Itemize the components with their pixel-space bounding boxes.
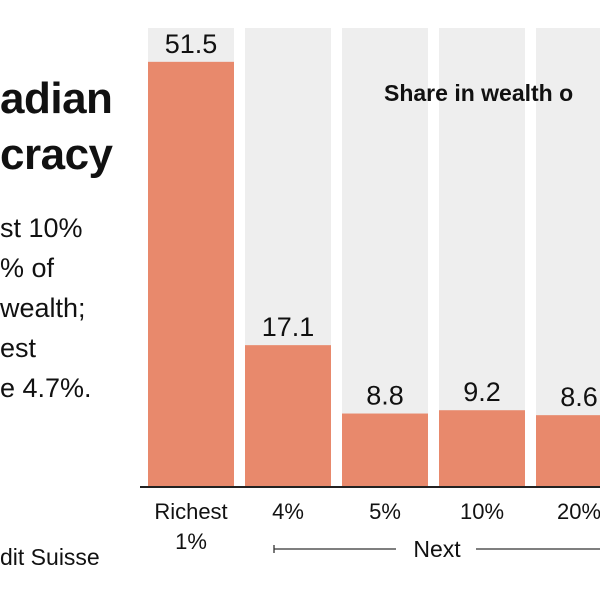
category-label: 10% [460,499,504,524]
summary-line: e 4.7%. [0,373,92,403]
category-label: 1% [175,529,207,554]
data-label: 51.5 [165,29,218,59]
column-background [439,28,525,486]
bar [536,415,600,486]
chart-title: Share in wealth o [384,80,574,106]
bar [439,410,525,486]
summary-text: st 10% % of wealth; est e 4.7%. [0,208,92,408]
summary-line: wealth; [0,293,86,323]
headline: adian cracy [0,72,113,182]
summary-line: st 10% [0,213,83,243]
data-label: 17.1 [262,312,315,342]
headline-line-2: cracy [0,130,113,179]
source-credit: dit Suisse [0,544,100,570]
bar [342,413,428,486]
column-background [536,28,600,486]
category-label: Richest [154,499,227,524]
data-label: 8.8 [366,381,404,411]
category-label: 4% [272,499,304,524]
category-label: 20% [557,499,600,524]
category-label: 5% [369,499,401,524]
data-label: 8.6 [560,382,598,412]
summary-line: % of [0,253,55,283]
headline-line-1: adian [0,74,113,123]
summary-line: est [0,333,37,363]
column-background [342,28,428,486]
group-label: Next [413,536,461,562]
data-label: 9.2 [463,377,501,407]
bar [148,61,234,487]
bar [245,345,331,486]
